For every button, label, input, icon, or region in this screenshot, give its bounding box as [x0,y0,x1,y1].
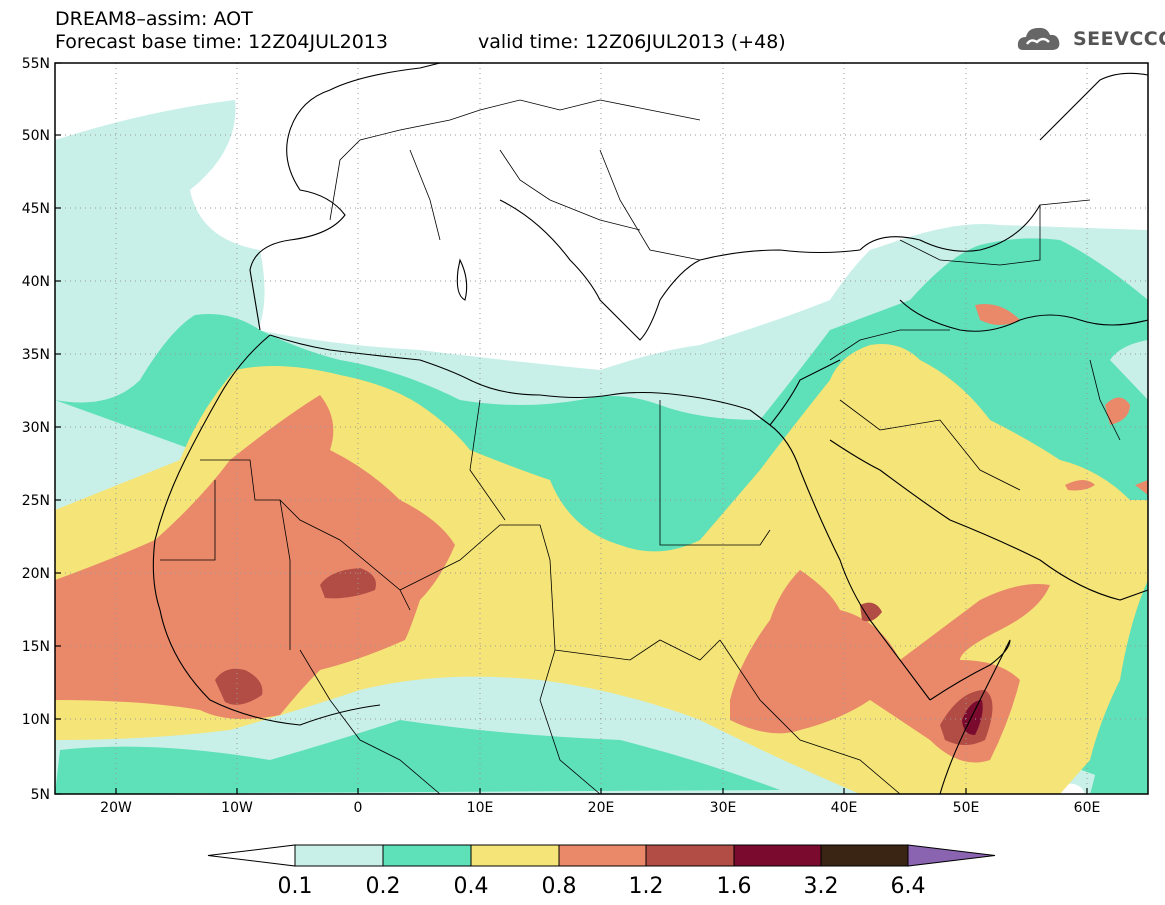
colorbar-label: 0.2 [366,874,401,899]
lat-label: 30N [22,420,50,436]
aot-band-0.8 [55,304,1148,763]
lat-label: 35N [22,347,50,363]
colorbar-arrow-low [207,844,296,867]
lon-label: 0 [354,800,363,816]
lon-label: 40E [831,800,858,816]
colorbar-swatch [382,844,472,867]
lat-label: 10N [22,712,50,728]
colorbar-arrow-high [907,844,996,867]
valid-time: valid time: 12Z06JUL2013 (+48) [478,31,786,53]
colorbar-swatch [294,844,384,867]
lat-label: 40N [22,274,50,290]
map-title: DREAM8–assim: AOT [55,8,253,30]
lon-label: 10E [467,800,494,816]
colorbar-swatches [207,844,996,867]
colorbar-swatch [645,844,735,867]
forecast-base-time: Forecast base time: 12Z04JUL2013 [55,31,388,53]
lat-label: 20N [22,566,50,582]
lat-label: 25N [22,493,50,509]
axis-ticks [55,62,1088,795]
colorbar-label: 6.4 [891,874,926,899]
colorbar-swatch [558,844,647,867]
colorbar-label: 1.2 [629,874,664,899]
lon-label: 50E [953,800,980,816]
colorbar-label: 3.2 [804,874,839,899]
colorbar-label: 1.6 [717,874,752,899]
cloud-icon [1017,27,1060,50]
colorbar-swatch [733,844,822,867]
lat-label: 55N [22,56,50,72]
lat-label: 15N [22,639,50,655]
seevccc-logo: SEEVCCC [1073,28,1165,50]
lon-label: 20E [588,800,615,816]
colorbar-swatch [820,844,909,867]
lon-label: 60E [1074,800,1101,816]
lon-label: 20W [100,800,132,816]
coastlines [152,63,1148,794]
lon-label: 30E [710,800,737,816]
lat-label: 50N [22,128,50,144]
colorbar-label: 0.4 [454,874,489,899]
lat-lon-grid [55,63,1148,794]
lat-label: 5N [31,787,50,803]
colorbar-swatch [470,844,560,867]
colorbar-label: 0.1 [278,874,313,899]
lon-label: 10W [221,800,253,816]
colorbar-label: 0.8 [542,874,577,899]
aot-contour-fields [55,63,1148,794]
lat-label: 45N [22,201,50,217]
country-borders [160,99,1121,794]
